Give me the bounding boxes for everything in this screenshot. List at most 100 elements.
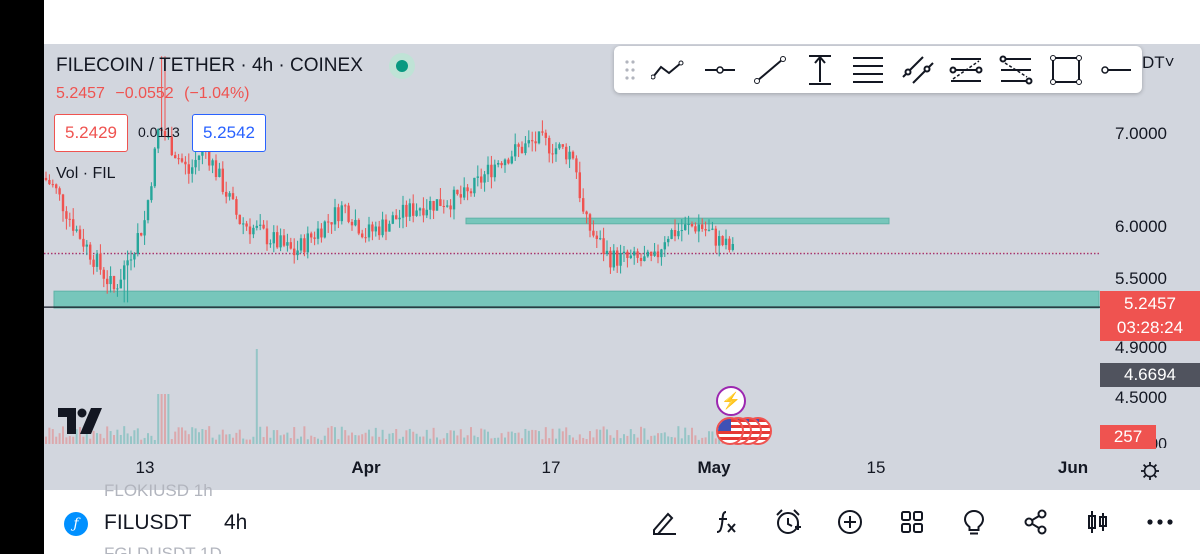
- indicators-icon[interactable]: [710, 506, 742, 538]
- chart-settings-gear-icon[interactable]: [1140, 461, 1160, 481]
- fib-extension-icon[interactable]: [998, 53, 1034, 87]
- candle-body: [731, 243, 734, 250]
- volume-bar: [65, 437, 68, 444]
- candle-body: [208, 148, 211, 166]
- candle-body: [228, 193, 231, 197]
- candle-body: [673, 230, 677, 237]
- volume-bar: [432, 427, 435, 444]
- candle-body: [561, 144, 564, 147]
- volume-bar: [164, 394, 166, 444]
- candle-body: [242, 223, 245, 225]
- candle-body: [109, 276, 112, 285]
- pair-selector[interactable]: DT˅: [1142, 53, 1175, 72]
- candle-body: [68, 218, 71, 220]
- candle-body: [48, 179, 51, 185]
- volume-bar: [466, 435, 469, 444]
- candle-body: [585, 211, 588, 215]
- candle-body: [106, 278, 109, 285]
- candle-body: [235, 199, 238, 215]
- candle-body: [469, 191, 473, 194]
- volume-bar: [344, 430, 347, 444]
- volume-bar: [568, 435, 571, 444]
- next-symbol-hint: FGLDUSDT 1D: [104, 544, 222, 554]
- candle-body: [99, 253, 102, 270]
- event-lightning-icon[interactable]: ⚡: [716, 386, 746, 416]
- volume-bar: [126, 433, 129, 444]
- chart-pane[interactable]: FILECOIN / TETHER · 4h · COINEX 5.2457 −…: [44, 44, 1200, 490]
- volume-bar: [279, 435, 282, 444]
- vertical-measure-icon[interactable]: [802, 53, 838, 87]
- parallel-channel-icon[interactable]: [900, 53, 936, 87]
- candle-body: [663, 242, 666, 250]
- price-axis-label: 7.0000: [1115, 124, 1167, 143]
- candle-body: [486, 164, 490, 175]
- volume-bar: [657, 433, 659, 444]
- candle-body: [650, 251, 653, 256]
- price-axis-label: 6.0000: [1115, 217, 1167, 236]
- economic-events-flags[interactable]: [716, 417, 784, 447]
- volume-bar: [572, 437, 574, 444]
- horizontal-ray-icon[interactable]: [702, 53, 738, 87]
- horizontal-line-price-tag: 4.6694: [1100, 363, 1200, 387]
- candle-body: [55, 184, 58, 189]
- chart-title[interactable]: FILECOIN / TETHER · 4h · COINEX: [56, 55, 363, 76]
- candle-body: [592, 230, 595, 236]
- volume-bar: [561, 431, 564, 444]
- volume-indicator-label[interactable]: Vol · FIL: [56, 165, 116, 182]
- volume-bar: [119, 434, 122, 444]
- sell-button[interactable]: 5.2429: [54, 114, 128, 152]
- candle-body: [286, 242, 289, 246]
- volume-bar: [269, 437, 272, 444]
- volume-bar: [113, 434, 115, 444]
- candle-body: [639, 257, 643, 262]
- symbol-name[interactable]: FILUSDT: [104, 511, 192, 534]
- volume-bar: [589, 431, 591, 444]
- candle-body: [102, 269, 105, 279]
- volume-bar: [606, 429, 608, 444]
- candle-body: [395, 215, 398, 220]
- buy-button[interactable]: 5.2542: [192, 114, 266, 152]
- volume-bar: [92, 430, 95, 444]
- volume-bar: [340, 426, 343, 444]
- price-chart[interactable]: [44, 44, 1200, 490]
- ideas-icon[interactable]: [958, 506, 990, 538]
- volume-bar: [72, 436, 75, 444]
- volume-bar: [531, 429, 534, 444]
- candle-body: [279, 235, 282, 248]
- trend-line-icon[interactable]: [650, 53, 686, 87]
- more-icon[interactable]: [1144, 506, 1176, 538]
- volume-bar: [136, 428, 139, 444]
- candle-body: [435, 199, 439, 211]
- volume-bar: [150, 435, 153, 444]
- volume-bar: [82, 436, 85, 444]
- candle-body: [711, 228, 714, 230]
- volume-bar: [235, 432, 238, 444]
- fib-retracement-icon[interactable]: [948, 53, 984, 87]
- alert-icon[interactable]: [772, 506, 804, 538]
- candle-body: [177, 158, 180, 160]
- time-axis-label: 15: [866, 458, 886, 477]
- candle-body: [599, 238, 602, 240]
- volume-bar: [643, 428, 646, 444]
- volume-bar: [320, 439, 323, 444]
- candle-body: [643, 256, 646, 262]
- add-icon[interactable]: [834, 506, 866, 538]
- chart-type-icon[interactable]: [1082, 506, 1114, 538]
- horizontal-line-icon[interactable]: [1098, 53, 1134, 87]
- drawing-tools-icon[interactable]: [648, 506, 680, 538]
- volume-bar: [130, 436, 132, 444]
- horizontal-lines-icon[interactable]: [850, 53, 886, 87]
- candle-body: [259, 224, 262, 226]
- interval-selector[interactable]: 4h: [224, 511, 248, 534]
- volume-bar: [85, 430, 88, 444]
- layout-icon[interactable]: [896, 506, 928, 538]
- ray-line-icon[interactable]: [752, 53, 788, 87]
- candle-body: [446, 205, 449, 207]
- volume-bar: [378, 436, 381, 444]
- volume-bar: [609, 435, 612, 444]
- candle-body: [388, 223, 391, 232]
- candle-body: [116, 288, 119, 290]
- share-icon[interactable]: [1020, 506, 1052, 538]
- rectangle-icon[interactable]: [1048, 53, 1084, 87]
- drag-handle-icon[interactable]: [624, 59, 636, 81]
